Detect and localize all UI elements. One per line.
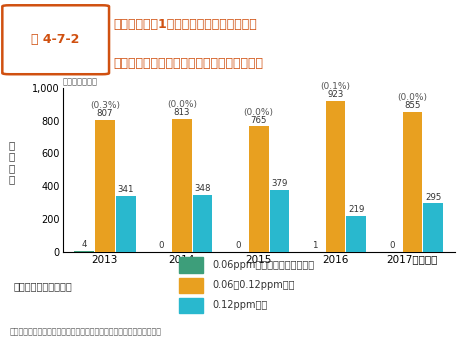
Bar xyxy=(172,119,191,252)
Text: 813: 813 xyxy=(173,108,190,117)
Text: 測
定
局
数: 測 定 局 数 xyxy=(8,140,15,185)
Text: (0.0%): (0.0%) xyxy=(243,107,273,117)
Bar xyxy=(192,195,212,252)
Text: 341: 341 xyxy=(117,185,134,194)
Text: 219: 219 xyxy=(347,205,364,214)
Text: 0: 0 xyxy=(235,241,240,250)
Bar xyxy=(116,196,135,252)
Text: 0: 0 xyxy=(388,241,394,250)
Text: 0.06ppm以下（環境基準達成）: 0.06ppm以下（環境基準達成） xyxy=(212,260,313,270)
Bar xyxy=(178,277,203,293)
Text: 環境基準達成率: 環境基準達成率 xyxy=(63,77,97,86)
Text: 765: 765 xyxy=(250,116,266,125)
Text: 1: 1 xyxy=(312,241,317,250)
Bar xyxy=(248,126,268,252)
Text: 295: 295 xyxy=(424,193,440,202)
Bar xyxy=(178,297,203,313)
Text: 807: 807 xyxy=(96,109,113,118)
Text: 資料：環境省「平成２９年度大気汚染状況について（報道発表資料）」: 資料：環境省「平成２９年度大気汚染状況について（報道発表資料）」 xyxy=(9,327,161,336)
Text: (0.3%): (0.3%) xyxy=(90,101,119,110)
Text: 0.12ppm以上: 0.12ppm以上 xyxy=(212,300,267,310)
Bar xyxy=(402,112,421,252)
Bar xyxy=(178,258,203,273)
Text: 0.06～0.12ppm未満: 0.06～0.12ppm未満 xyxy=(212,280,294,290)
Text: 図 4-7-2: 図 4-7-2 xyxy=(31,33,80,46)
Bar xyxy=(74,251,94,252)
Text: 昼間の日最高1時間値の光化学オキシダン: 昼間の日最高1時間値の光化学オキシダン xyxy=(113,18,257,31)
Text: 348: 348 xyxy=(194,184,210,193)
Text: 4: 4 xyxy=(81,240,87,249)
Text: (0.0%): (0.0%) xyxy=(166,100,196,109)
Bar xyxy=(95,120,114,252)
Text: 855: 855 xyxy=(403,101,420,110)
Text: １時間値の年間最高値: １時間値の年間最高値 xyxy=(14,282,72,291)
Text: ト濃度レベル毎の測定局数の推移（一般局）: ト濃度レベル毎の測定局数の推移（一般局） xyxy=(113,57,263,70)
Text: 0: 0 xyxy=(158,241,163,250)
Text: 379: 379 xyxy=(271,179,287,188)
Text: (0.1%): (0.1%) xyxy=(320,82,350,91)
Text: (0.0%): (0.0%) xyxy=(397,93,426,102)
Bar xyxy=(346,216,365,252)
FancyBboxPatch shape xyxy=(2,5,109,74)
Bar xyxy=(325,100,344,252)
Bar xyxy=(422,203,442,252)
Bar xyxy=(269,190,288,252)
Text: 923: 923 xyxy=(327,90,343,99)
